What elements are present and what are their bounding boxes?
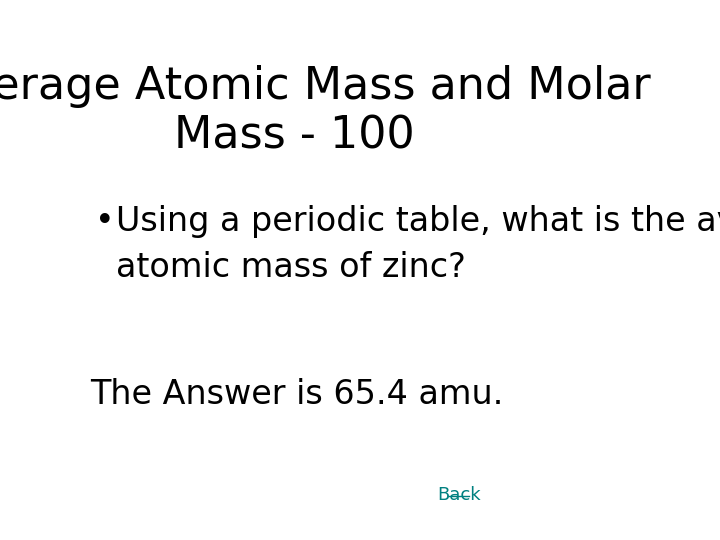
Text: Using a periodic table, what is the average: Using a periodic table, what is the aver… — [117, 205, 720, 238]
Text: atomic mass of zinc?: atomic mass of zinc? — [117, 251, 467, 284]
Text: •: • — [95, 205, 114, 238]
Text: The Answer is 65.4 amu.: The Answer is 65.4 amu. — [91, 378, 504, 411]
Text: Back: Back — [437, 486, 481, 504]
Text: Average Atomic Mass and Molar
Mass - 100: Average Atomic Mass and Molar Mass - 100 — [0, 65, 651, 158]
